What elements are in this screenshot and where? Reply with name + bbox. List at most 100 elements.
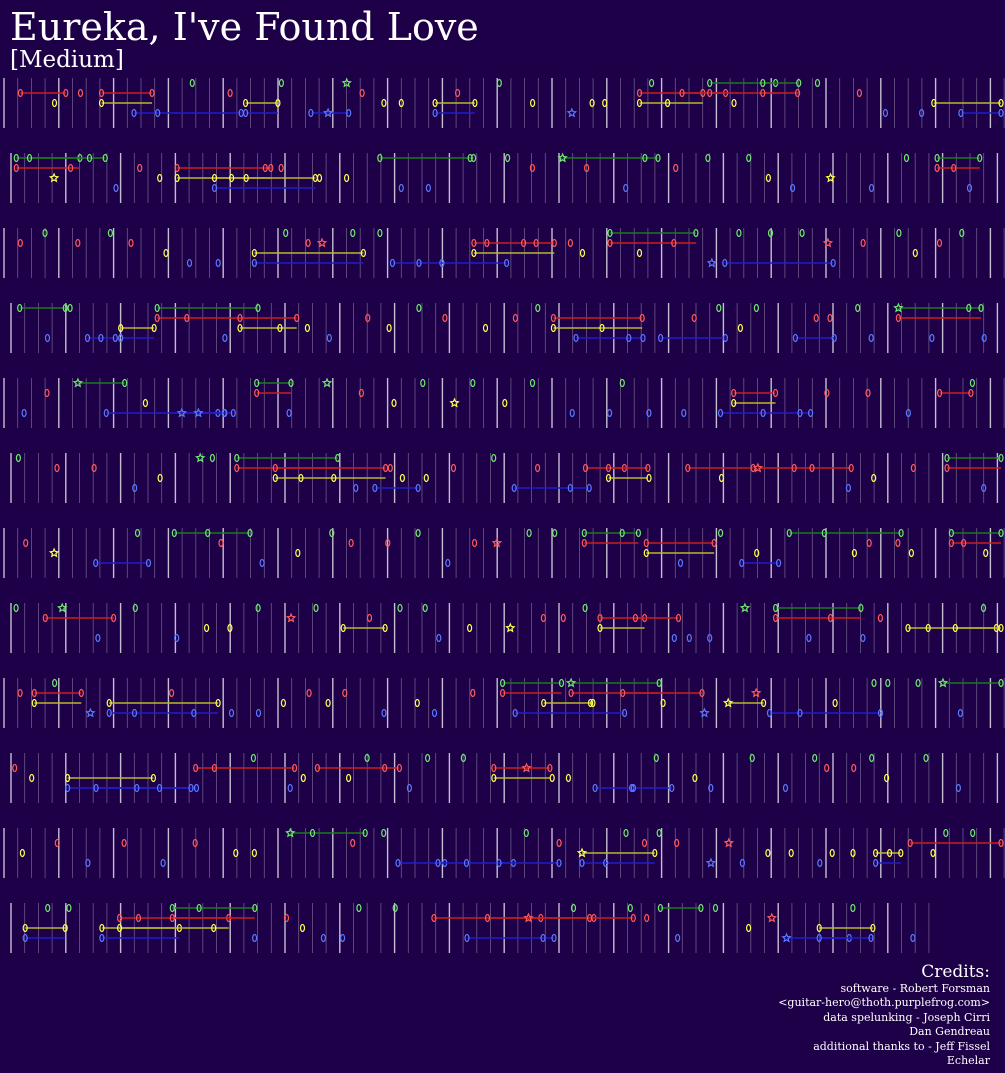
yellow-note xyxy=(275,98,281,108)
green-note xyxy=(980,603,987,613)
blue-note xyxy=(797,408,803,418)
yellow-note xyxy=(602,98,608,108)
red-note xyxy=(137,163,143,173)
red-note xyxy=(455,88,461,98)
credit-line-thanks: additional thanks to - Jeff Fissel xyxy=(813,1039,990,1053)
blue-note xyxy=(603,858,609,868)
blue-note xyxy=(630,783,637,793)
green-note xyxy=(717,528,724,538)
red-note xyxy=(824,763,830,773)
yellow-note xyxy=(816,923,822,933)
blue-note xyxy=(760,408,766,418)
green-note xyxy=(250,753,256,763)
green-note xyxy=(467,153,473,163)
red-note xyxy=(77,88,84,98)
yellow-note xyxy=(737,323,744,333)
red-note xyxy=(679,88,685,98)
red-note xyxy=(17,688,23,698)
red-note xyxy=(234,463,240,473)
red-note xyxy=(934,163,940,173)
blue-note xyxy=(586,483,592,493)
blue-note xyxy=(981,333,987,343)
blue-note xyxy=(807,408,814,418)
green-note xyxy=(254,378,260,388)
yellow-star-note xyxy=(449,397,460,408)
red-note xyxy=(907,838,913,848)
blue-note xyxy=(496,858,502,868)
yellow-note xyxy=(872,848,879,858)
red-note xyxy=(382,763,388,773)
blue-note xyxy=(621,708,628,718)
green-note xyxy=(850,903,856,913)
blue-note xyxy=(425,183,431,193)
yellow-note xyxy=(871,473,877,483)
green-note xyxy=(607,228,613,238)
green-note xyxy=(582,603,588,613)
blue-note xyxy=(717,408,724,418)
green-note xyxy=(134,528,141,538)
yellow-note xyxy=(299,923,306,933)
red-note xyxy=(848,463,854,473)
red-note xyxy=(472,538,478,548)
red-note xyxy=(597,613,603,623)
blue-note xyxy=(464,933,470,943)
red-note xyxy=(63,88,69,98)
blue-note xyxy=(669,783,675,793)
yellow-note xyxy=(998,98,1004,108)
yellow-note xyxy=(174,173,180,183)
green-note xyxy=(581,528,587,538)
blue-note xyxy=(431,708,438,718)
yellow-note xyxy=(529,98,536,108)
green-star-note xyxy=(739,602,751,613)
green-star-note xyxy=(285,827,296,838)
green-note xyxy=(698,903,704,913)
red-note xyxy=(91,463,97,473)
green-note xyxy=(196,903,202,913)
red-note xyxy=(772,613,779,623)
green-note xyxy=(189,78,195,88)
red-note xyxy=(674,838,680,848)
red-note xyxy=(534,463,541,473)
red-note xyxy=(17,88,23,98)
green-note xyxy=(871,678,877,688)
red-note xyxy=(314,763,320,773)
blue-note xyxy=(626,333,632,343)
green-note xyxy=(392,903,398,913)
blue-note xyxy=(782,783,789,793)
yellow-note xyxy=(233,848,239,858)
red-note xyxy=(184,313,190,323)
green-note xyxy=(500,678,506,688)
red-note xyxy=(54,463,60,473)
red-note xyxy=(860,238,866,248)
green-note xyxy=(821,528,827,538)
green-note xyxy=(558,678,565,688)
green-note xyxy=(422,603,428,613)
blue-note xyxy=(381,708,387,718)
blue-note xyxy=(640,333,646,343)
blue-note xyxy=(118,333,124,343)
blue-star-note xyxy=(705,857,717,868)
green-note xyxy=(45,903,51,913)
blue-note xyxy=(623,183,629,193)
blue-note xyxy=(252,933,258,943)
green-note xyxy=(943,828,949,838)
credits-heading: Credits: xyxy=(921,962,990,982)
yellow-note xyxy=(251,248,257,258)
yellow-note xyxy=(491,773,497,783)
blue-note xyxy=(845,483,852,493)
green-note xyxy=(313,603,319,613)
red-note xyxy=(31,688,37,698)
yellow-note xyxy=(29,773,35,783)
red-note xyxy=(910,463,917,473)
blue-note xyxy=(958,108,964,118)
red-note xyxy=(533,238,539,248)
green-note xyxy=(154,303,160,313)
blue-note xyxy=(193,783,200,793)
blue-note xyxy=(174,633,180,643)
red-note xyxy=(512,313,519,323)
yellow-note xyxy=(382,623,388,633)
green-note xyxy=(657,903,664,913)
green-note xyxy=(26,153,33,163)
yellow-note xyxy=(98,98,105,108)
red-star-note xyxy=(316,237,328,248)
